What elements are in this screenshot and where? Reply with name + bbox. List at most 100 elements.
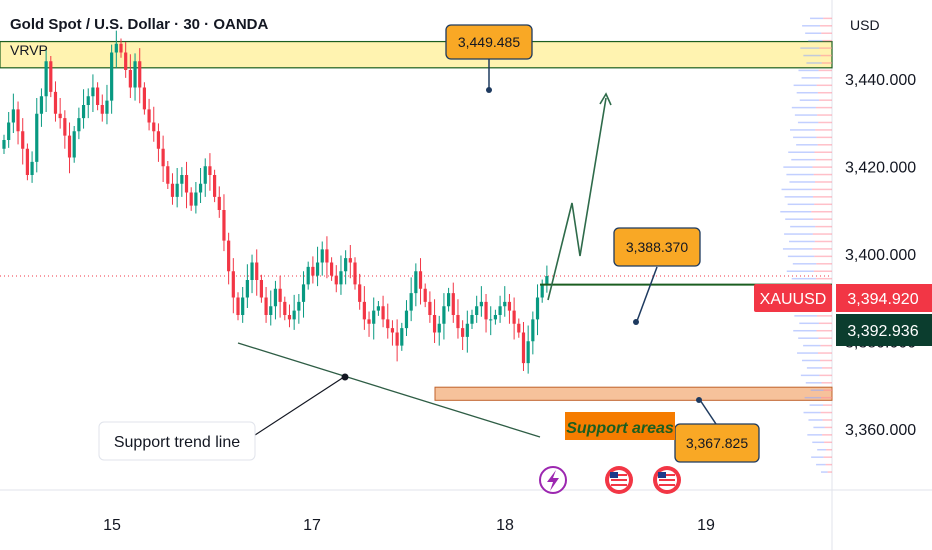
candle-body [133, 61, 137, 88]
candle-body [414, 271, 418, 294]
last-price-tag: 3,394.920 [847, 291, 918, 308]
mid-price-label: 3,388.370 [626, 239, 688, 255]
volume-profile-bar [827, 471, 832, 473]
support-zone[interactable] [434, 386, 833, 401]
volume-profile-bar [811, 188, 832, 191]
level-price-tag[interactable]: 3,392.936 [836, 314, 932, 346]
indicator-label[interactable]: VRVP [10, 42, 48, 58]
trend-line-callout[interactable]: Support trend line [98, 373, 349, 461]
candle-body [292, 310, 296, 320]
symbol-price-tag[interactable]: XAUUSD 3,394.920 [754, 284, 932, 312]
low-callout[interactable]: 3,367.825 [674, 397, 760, 463]
candle-body [381, 306, 385, 320]
volume-profile-bar [798, 337, 819, 339]
candle-body [540, 284, 544, 298]
candle-body [330, 262, 334, 276]
candle-body [217, 196, 221, 210]
candle-body [465, 323, 469, 337]
volume-profile-bar [787, 203, 815, 206]
volume-profile-bar [821, 367, 832, 369]
price-axis[interactable]: 3,440.0003,420.0003,400.0003,380.0003,36… [845, 72, 916, 439]
candle-body [404, 310, 409, 329]
volume-profile-bar [783, 166, 813, 168]
volume-profile-bar [808, 419, 823, 421]
candle-body [152, 122, 156, 132]
volume-profile-bar [800, 47, 820, 49]
volume-profile-bar [821, 471, 828, 473]
candle-body [124, 52, 128, 70]
candle-body [128, 70, 132, 88]
volume-profile-bar [817, 91, 832, 94]
volume-profile-bar [818, 352, 832, 354]
candle-body [213, 175, 217, 197]
candle-body [526, 341, 530, 364]
time-axis[interactable]: 15 17 18 19 [103, 517, 715, 534]
volume-profile-bar [815, 277, 832, 280]
candle-body [100, 105, 104, 114]
volume-profile-bar [791, 277, 816, 280]
projection-path[interactable] [547, 97, 607, 301]
volume-profile [780, 17, 832, 473]
candle-body [250, 262, 254, 280]
candle-body [198, 183, 203, 193]
us-flag-event-icon[interactable] [605, 466, 633, 494]
candle-body [456, 315, 460, 329]
volume-profile-bar [822, 39, 832, 42]
candle-body [156, 131, 161, 149]
volume-profile-bar [813, 270, 832, 272]
candle-body [269, 306, 273, 315]
volume-profile-bar [796, 91, 818, 94]
volume-profile-bar [820, 344, 832, 347]
volume-profile-bar [804, 396, 822, 399]
target-callout[interactable]: 3,449.485 [445, 24, 533, 93]
candle-body [287, 315, 292, 320]
candle-body [170, 183, 175, 197]
y-tick-label: 3,440.000 [845, 72, 916, 89]
volume-profile-bar [787, 255, 815, 258]
lightning-event-icon[interactable] [539, 466, 567, 494]
candle-body [227, 240, 231, 272]
candle-body [161, 148, 165, 167]
candle-body [96, 87, 100, 105]
candle-body [461, 328, 465, 337]
volume-profile-bar [815, 158, 832, 161]
volume-profile-bar [819, 77, 832, 79]
volume-profile-bar [821, 396, 832, 399]
volume-profile-bar [823, 17, 832, 20]
volume-profile-bar [815, 129, 832, 131]
us-flag-event-icon[interactable] [653, 466, 681, 494]
mid-callout[interactable]: 3,388.370 [613, 227, 701, 325]
candle-body [16, 109, 20, 132]
candle-body [311, 266, 315, 276]
candle-body [86, 96, 90, 105]
volume-profile-bar [792, 263, 817, 265]
candle-body [114, 43, 118, 53]
support-areas-label[interactable]: Support areas [565, 412, 675, 440]
volume-profile-bar [789, 240, 815, 243]
volume-profile-bar [819, 99, 832, 101]
candle-body [297, 301, 301, 311]
volume-profile-bar [812, 166, 832, 168]
volume-profile-bar [811, 210, 832, 213]
volume-profile-bar [816, 463, 826, 466]
candle-body [283, 301, 287, 315]
chart-title[interactable]: Gold Spot / U.S. Dollar · 30 · OANDA [10, 16, 269, 33]
candle-body [208, 166, 212, 175]
candle-body [306, 266, 310, 285]
volume-profile-bar [813, 218, 832, 220]
volume-profile-bar [809, 404, 824, 406]
volume-profile-bar [821, 32, 832, 34]
volume-profile-bar [798, 69, 819, 72]
candle-body [517, 323, 521, 333]
volume-profile-bar [818, 337, 832, 339]
support-trend-line[interactable] [237, 342, 541, 438]
volume-profile-bar [823, 389, 832, 391]
currency-label[interactable]: USD [850, 17, 880, 33]
volume-profile-bar [805, 32, 822, 34]
candle-body [236, 297, 240, 315]
volume-profile-bar [806, 62, 822, 64]
volume-profile-bar [814, 203, 832, 206]
volume-profile-bar [823, 404, 832, 406]
symbol-tag-text: XAUUSD [760, 291, 827, 308]
